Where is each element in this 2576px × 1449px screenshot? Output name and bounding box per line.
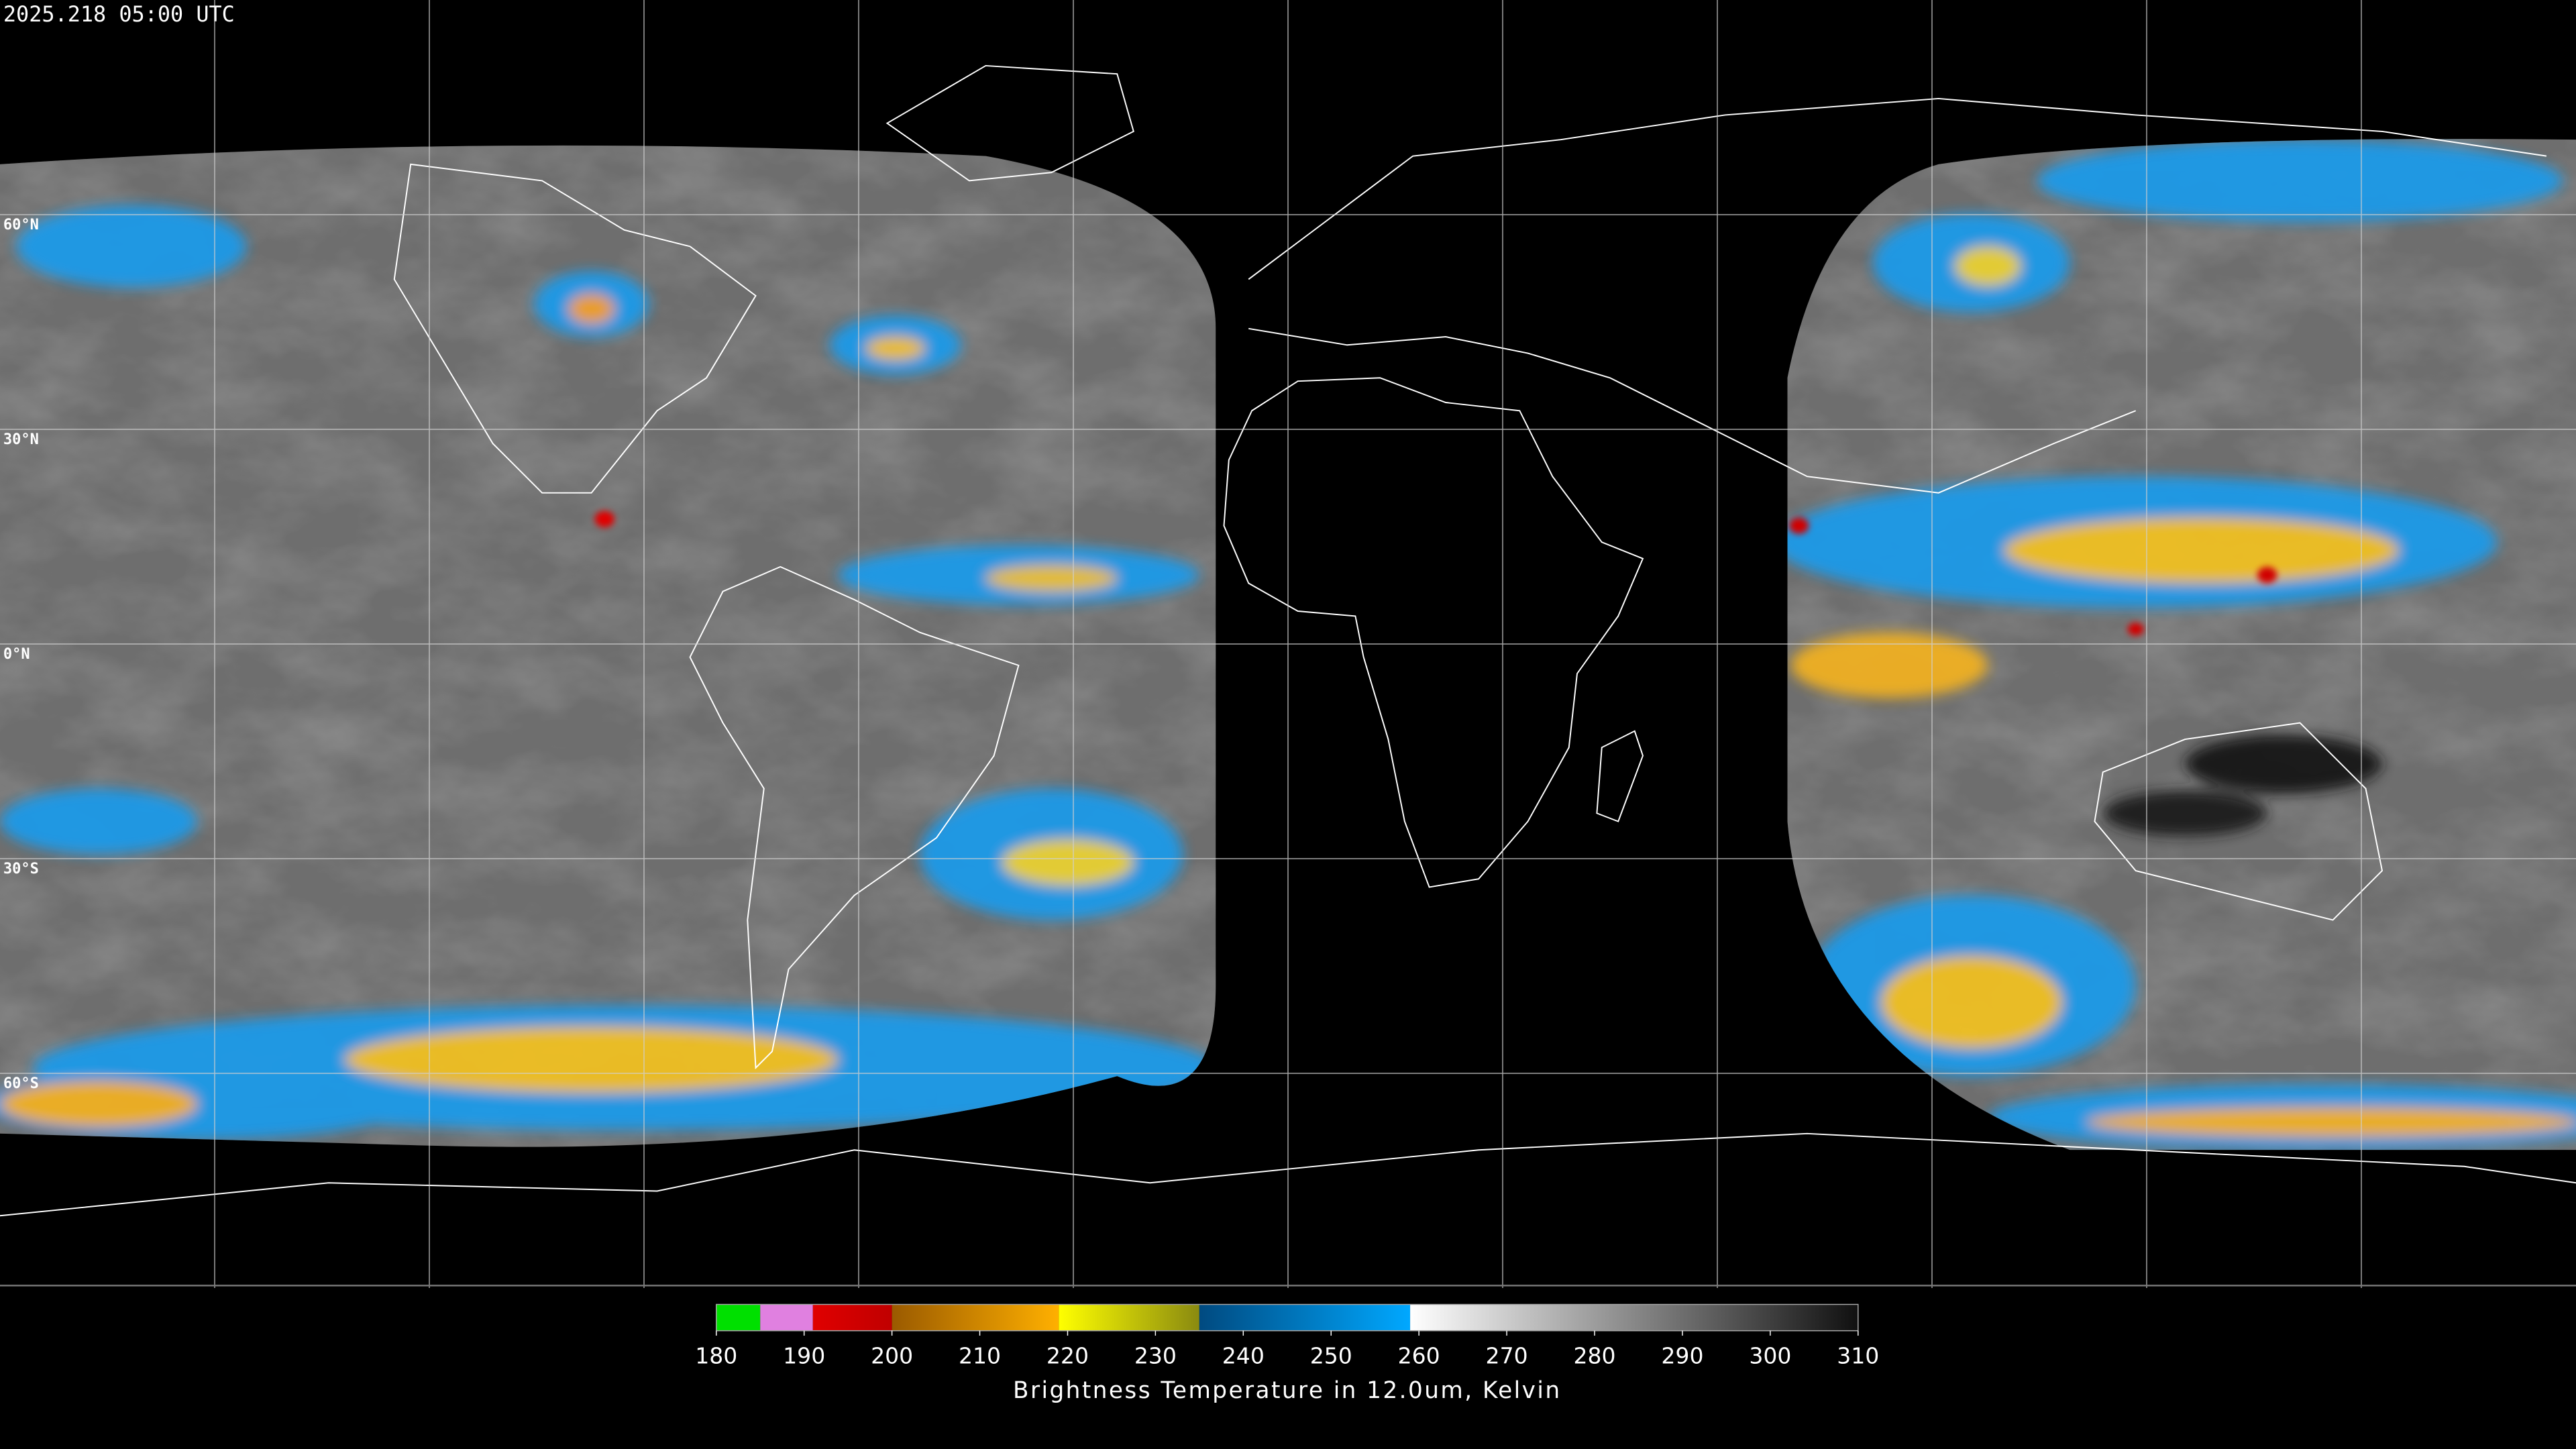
latitude-label: 30°S (3, 861, 39, 877)
colorbar-tick-label: 300 (1749, 1343, 1791, 1369)
colorbar-tick-label: 250 (1310, 1343, 1352, 1369)
colorbar-tick-label: 280 (1573, 1343, 1615, 1369)
timestamp: 2025.218 05:00 UTC (3, 1, 235, 27)
colorbar-tick-label: 200 (871, 1343, 913, 1369)
colorbar-tick-label: 240 (1222, 1343, 1265, 1369)
colorbar-segment (892, 1304, 1059, 1331)
map-border (0, 1285, 2576, 1287)
colorbar-tick-label: 220 (1046, 1343, 1089, 1369)
latitude-label: 60°S (3, 1075, 39, 1092)
colorbar-label: Brightness Temperature in 12.0um, Kelvin (1013, 1377, 1562, 1404)
colorbar-tick-label: 190 (783, 1343, 825, 1369)
latitude-label: 0°N (3, 646, 30, 663)
colorbar-segment (1059, 1304, 1199, 1331)
colorbar-tick-label: 290 (1661, 1343, 1703, 1369)
colorbar-frame (716, 1303, 1859, 1332)
colorbar: 180 190 200 210 220 230 240 250 260 270 280 290 300 3… (695, 1303, 1879, 1404)
colorbar-segment (760, 1304, 813, 1331)
colorbar-tick-label: 310 (1837, 1343, 1879, 1369)
colorbar-segment (1410, 1304, 1858, 1331)
colorbar-tick-label: 180 (695, 1343, 737, 1369)
coastlines (0, 64, 2576, 1217)
colorbar-segment (1199, 1304, 1411, 1331)
latitude-label: 30°N (3, 431, 39, 448)
latitude-label: 60°N (3, 217, 39, 233)
colorbar-tick-label: 270 (1486, 1343, 1528, 1369)
colorbar-tick-label: 210 (959, 1343, 1001, 1369)
colorbar-segment (716, 1304, 761, 1331)
colorbar-segment (812, 1304, 892, 1331)
colorbar-tick-label: 260 (1398, 1343, 1440, 1369)
graticule (0, 0, 2576, 1288)
latitude-labels: 60°N 30°N 0°N 30°S 60°S (3, 217, 39, 1092)
colorbar-tick-label: 230 (1134, 1343, 1177, 1369)
